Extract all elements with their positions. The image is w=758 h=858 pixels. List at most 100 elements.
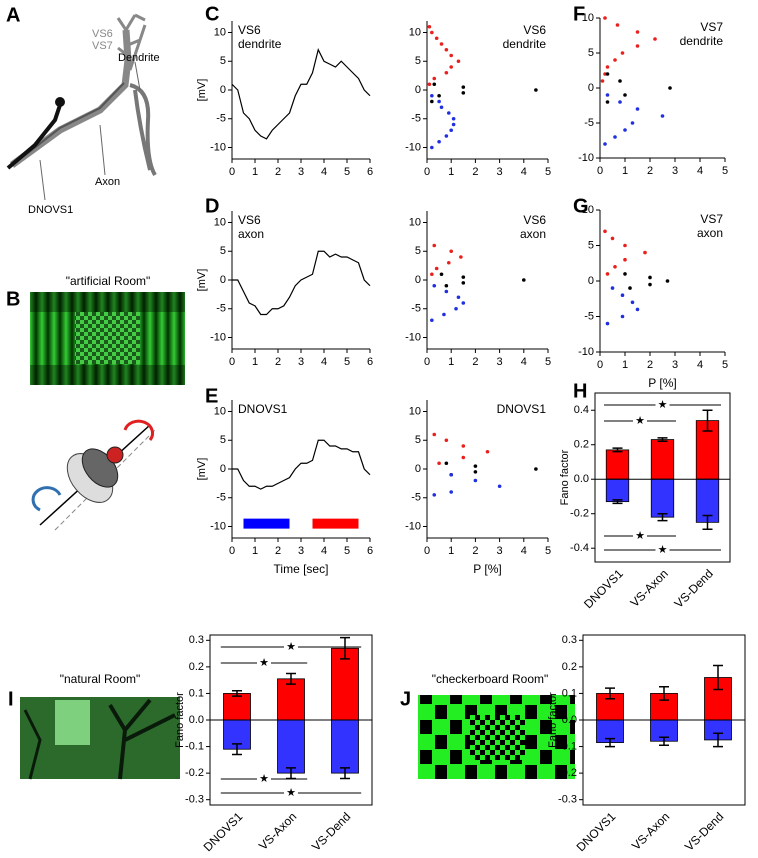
- histogram-point: [444, 283, 449, 288]
- histogram-point: [459, 255, 463, 259]
- x-tick-label: 0: [229, 166, 235, 178]
- histogram-point: [446, 260, 451, 265]
- x-tick-label: 3: [497, 356, 503, 368]
- significance-star: ★: [286, 641, 296, 653]
- panel-letter: I: [8, 688, 14, 710]
- histogram-point: [653, 37, 657, 41]
- voltage-trace: [232, 439, 371, 490]
- panel-letter: C: [205, 3, 219, 25]
- x-axis-label: P [%]: [473, 562, 501, 576]
- histogram-point: [603, 142, 607, 146]
- histogram-point: [461, 275, 466, 279]
- histogram-point: [449, 490, 454, 494]
- category-label: VS-Dend: [672, 566, 716, 610]
- x-axis-label: Time [sec]: [274, 562, 329, 576]
- histogram-point: [623, 243, 627, 248]
- plot-frame: [594, 392, 731, 563]
- histogram-point: [461, 281, 466, 285]
- y-tick-label: -10: [210, 331, 226, 343]
- error-bar: [659, 736, 669, 746]
- histogram-point: [430, 272, 434, 277]
- histogram-point: [473, 470, 478, 474]
- error-bar: [232, 690, 242, 697]
- x-tick-label: 3: [298, 166, 304, 178]
- x-tick-label: 5: [722, 165, 728, 177]
- histogram-point: [427, 24, 432, 29]
- voltage-trace: [232, 250, 371, 316]
- neuron-label: VS6: [92, 28, 113, 40]
- histogram-point: [461, 455, 466, 460]
- histogram-point: [432, 76, 437, 81]
- x-tick-label: 3: [497, 545, 503, 557]
- category-label: DNOVS1: [581, 566, 626, 611]
- histogram-point: [432, 82, 437, 87]
- y-tick-label: 10: [214, 216, 226, 228]
- y-tick-label: 0: [588, 275, 594, 287]
- histogram-point: [473, 464, 478, 468]
- bar: [331, 647, 359, 721]
- x-tick-label: 5: [545, 356, 551, 368]
- histogram-point: [427, 82, 432, 87]
- x-tick-label: 4: [521, 356, 527, 368]
- y-tick-label: 0.1: [562, 687, 577, 699]
- histogram-point: [461, 91, 466, 95]
- y-tick-label: -10: [210, 141, 226, 153]
- x-tick-label: 2: [275, 166, 281, 178]
- y-tick-label: 0.2: [189, 661, 204, 673]
- checkerboard-room-image: [418, 695, 575, 779]
- y-tick-label: -5: [584, 117, 594, 129]
- x-tick-label: 6: [367, 356, 373, 368]
- fly-drawing: [31, 419, 156, 531]
- histogram-point: [613, 135, 617, 139]
- significance-star: ★: [658, 399, 668, 411]
- y-tick-label: 0: [415, 463, 421, 475]
- error-bar: [605, 687, 615, 700]
- error-bar: [232, 743, 242, 756]
- y-axis-label: [mV]: [196, 458, 208, 481]
- x-tick-label: 1: [622, 165, 628, 177]
- histogram-point: [461, 301, 466, 305]
- x-tick-label: 3: [497, 166, 503, 178]
- histogram-point: [668, 86, 672, 90]
- panel-letter: G: [573, 195, 589, 217]
- histogram-point: [449, 249, 454, 254]
- histogram-point: [449, 128, 454, 133]
- histogram-point: [442, 312, 446, 317]
- y-tick-label: 0.0: [574, 473, 589, 485]
- histogram-point: [437, 99, 441, 104]
- bar: [650, 478, 675, 518]
- histogram-point: [432, 283, 437, 288]
- y-tick-label: -0.2: [185, 767, 204, 779]
- neuron-drawing: [6, 13, 157, 201]
- y-tick-label: 10: [409, 26, 421, 38]
- panel-letter: A: [6, 4, 20, 26]
- histogram-point: [623, 93, 627, 97]
- histogram-point: [623, 128, 627, 132]
- x-tick-label: 5: [545, 545, 551, 557]
- panel-letter: J: [400, 688, 411, 710]
- error-bar: [657, 512, 668, 522]
- y-tick-label: 10: [582, 204, 594, 216]
- y-tick-label: 0: [220, 274, 226, 286]
- category-label: VS-Dend: [309, 809, 353, 853]
- y-tick-label: -5: [216, 113, 226, 125]
- panel-letter: B: [6, 288, 20, 310]
- x-tick-label: 2: [275, 356, 281, 368]
- y-tick-label: -10: [405, 520, 421, 532]
- histogram-point: [434, 36, 439, 41]
- histogram-point: [630, 300, 635, 305]
- y-tick-label: -0.3: [558, 794, 577, 806]
- error-bar: [702, 409, 713, 432]
- x-tick-label: 3: [298, 545, 304, 557]
- natural-room-image: [20, 697, 180, 780]
- histogram-point: [660, 114, 665, 118]
- histogram-point: [615, 23, 620, 27]
- voltage-trace: [231, 48, 371, 140]
- histogram-point: [610, 286, 615, 290]
- histogram-point: [437, 93, 441, 98]
- histogram-point: [432, 243, 437, 248]
- significance-star: ★: [259, 657, 269, 669]
- x-tick-label: 1: [622, 359, 628, 371]
- x-tick-label: 0: [424, 545, 430, 557]
- panel-title: "natural Room": [60, 672, 141, 686]
